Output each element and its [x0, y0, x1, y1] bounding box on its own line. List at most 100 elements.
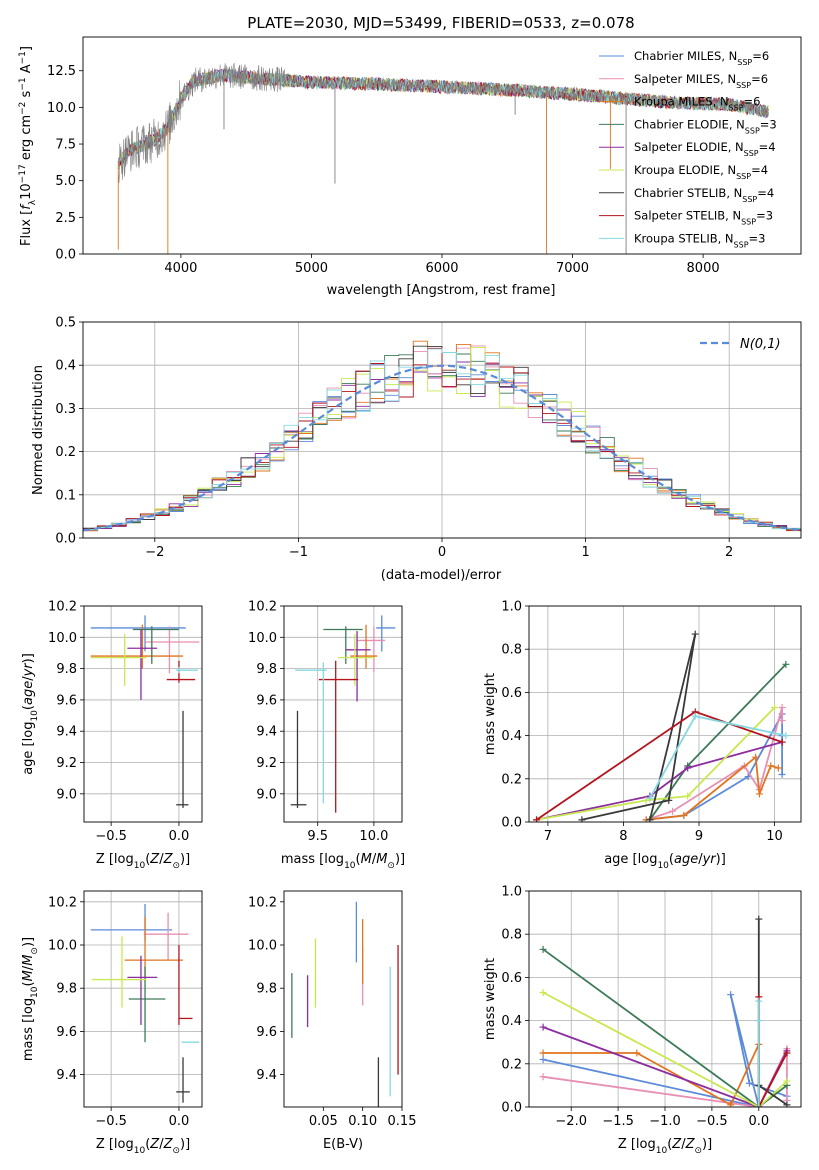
y-tick-label: 10.2	[248, 895, 277, 910]
plot-area	[291, 901, 399, 1107]
x-tick-label: 0.0	[169, 1114, 190, 1129]
axes-frame	[528, 605, 802, 823]
weight-point-marker	[539, 1073, 547, 1081]
y-axis-label: mass weight	[483, 673, 498, 755]
legend-entry: Salpeter STELIB, NSSP=3	[634, 209, 773, 227]
y-axis-label: age [log10(age/yr)]	[21, 653, 40, 775]
y-tick-label: 10.0	[47, 101, 76, 116]
grid-lines	[84, 605, 202, 822]
errorbar-point	[318, 660, 359, 813]
errorbar-point	[345, 631, 371, 702]
age-vs-mass-panel: 9.5 10.0 9.0 9.2 9.4 9.6 9.8 10.0 10.2 mass [log1…	[248, 600, 405, 872]
weight-point-marker	[633, 1049, 641, 1057]
legend-entry: Chabrier STELIB, NSSP=4	[634, 186, 774, 204]
weight-point-marker	[669, 807, 677, 815]
legend-entry: Chabrier ELODIE, NSSP=3	[634, 117, 777, 135]
x-tick-label: 10.0	[359, 829, 388, 844]
grid-lines	[84, 891, 202, 1107]
weight-point-marker	[778, 738, 786, 746]
errorbar-point	[295, 662, 327, 804]
legend: Chabrier MILES, NSSP=6 Salpeter MILES, NS…	[599, 49, 777, 249]
y-tick-label: 0.1	[55, 488, 76, 503]
y-tick-label: 0.2	[501, 772, 522, 787]
y-tick-label: 1.0	[501, 885, 522, 900]
x-tick-label: 0.0	[169, 829, 190, 844]
y-tick-label: 10.2	[48, 895, 77, 910]
y-tick-label: 9.2	[256, 756, 277, 771]
y-tick-label: 0.0	[501, 816, 522, 831]
x-tick-label: 6000	[425, 261, 458, 276]
y-tick-label: 9.8	[56, 662, 77, 677]
y-tick-label: 9.6	[256, 1025, 277, 1040]
y-tick-label: 10.0	[248, 939, 277, 954]
weight-series	[646, 712, 790, 802]
y-tick-label: 9.0	[56, 787, 77, 802]
y-tick-label: 0.0	[55, 532, 76, 547]
y-tick-label: 9.4	[56, 1068, 77, 1083]
weight-point-marker	[783, 1077, 791, 1085]
y-tick-label: 0.8	[501, 643, 522, 658]
mass-vs-metallicity-panel: −0.5 0.0 9.4 9.6 9.8 10.0 10.2 Z [log10(Z/Z⊙)] m…	[21, 890, 203, 1156]
y-tick-label: 9.6	[256, 693, 277, 708]
weight-series-line	[536, 706, 776, 821]
y-tick-label: 10.0	[48, 939, 77, 954]
y-tick-label: 9.6	[56, 1025, 77, 1040]
x-tick-label: −0.5	[95, 1114, 127, 1129]
y-tick-label: 0.0	[55, 248, 76, 263]
weight-series-line	[536, 741, 783, 821]
weight-point-marker	[778, 704, 786, 712]
y-tick-label: 0.0	[501, 1101, 522, 1116]
y-axis-label: Flux [fλ10−17 erg cm−2 s−1 A−1]	[18, 46, 38, 246]
x-tick-label: −1.5	[602, 1114, 634, 1129]
weight-point-marker	[578, 816, 586, 822]
weight-point-marker	[745, 1079, 753, 1087]
y-tick-label: 2.5	[55, 211, 76, 226]
x-axis-label: Z [log10(Z/Z⊙)]	[96, 852, 190, 871]
axes-frame	[283, 890, 403, 1108]
weight-point-marker	[771, 704, 779, 712]
weight-point-marker	[782, 732, 790, 740]
weight-series-line	[645, 755, 779, 821]
weight-point-marker	[691, 712, 699, 720]
weight-point-marker	[539, 1049, 547, 1057]
y-tick-label: 9.0	[256, 787, 277, 802]
weight-point-marker	[727, 991, 735, 999]
weight-point-marker	[539, 1055, 547, 1063]
x-tick-label: 7000	[556, 261, 589, 276]
errorbar-point	[124, 916, 184, 982]
errorbar-point	[290, 710, 307, 808]
weight-point-marker	[755, 1103, 763, 1107]
weight-point-marker	[684, 792, 692, 800]
legend: N(0,1)	[700, 337, 781, 352]
legend-entry: Salpeter ELODIE, NSSP=4	[634, 140, 776, 158]
y-tick-label: 0.6	[501, 971, 522, 986]
errorbar-point	[143, 912, 189, 961]
errorbar-point	[176, 710, 189, 808]
weight-series-line	[542, 948, 788, 1107]
x-tick-label: −0.5	[696, 1114, 728, 1129]
x-tick-label: 8	[619, 829, 627, 844]
weight-point-marker	[684, 764, 692, 772]
errorbar-point	[127, 629, 158, 700]
y-tick-label: 12.5	[47, 64, 76, 79]
x-tick-label: 2	[725, 545, 733, 560]
weight-point-marker	[539, 989, 547, 997]
errorbar-point	[176, 667, 198, 674]
y-tick-label: 0.4	[55, 359, 76, 374]
y-tick-label: 5.0	[55, 174, 76, 189]
weight-point-marker	[680, 812, 688, 820]
weight-point-marker	[539, 945, 547, 953]
errorbar-point	[127, 955, 158, 1025]
y-tick-label: 9.8	[256, 982, 277, 997]
x-axis-label: Z [log10(Z/Z⊙)]	[618, 1137, 712, 1156]
weight-series-line	[543, 1044, 760, 1107]
weight-point-marker	[755, 790, 763, 798]
weight-point-marker	[755, 915, 763, 923]
weight-point-marker	[539, 1023, 547, 1031]
y-tick-label: 9.8	[56, 982, 77, 997]
y-tick-label: 7.5	[55, 138, 76, 153]
weight-vs-age-panel: 7 8 9 10 0.0 0.2 0.4 0.6 0.8 1.0 age [log10(age/yr…	[483, 600, 802, 871]
legend-entry: Kroupa ELODIE, NSSP=4	[634, 163, 768, 181]
grid-lines	[284, 605, 402, 822]
